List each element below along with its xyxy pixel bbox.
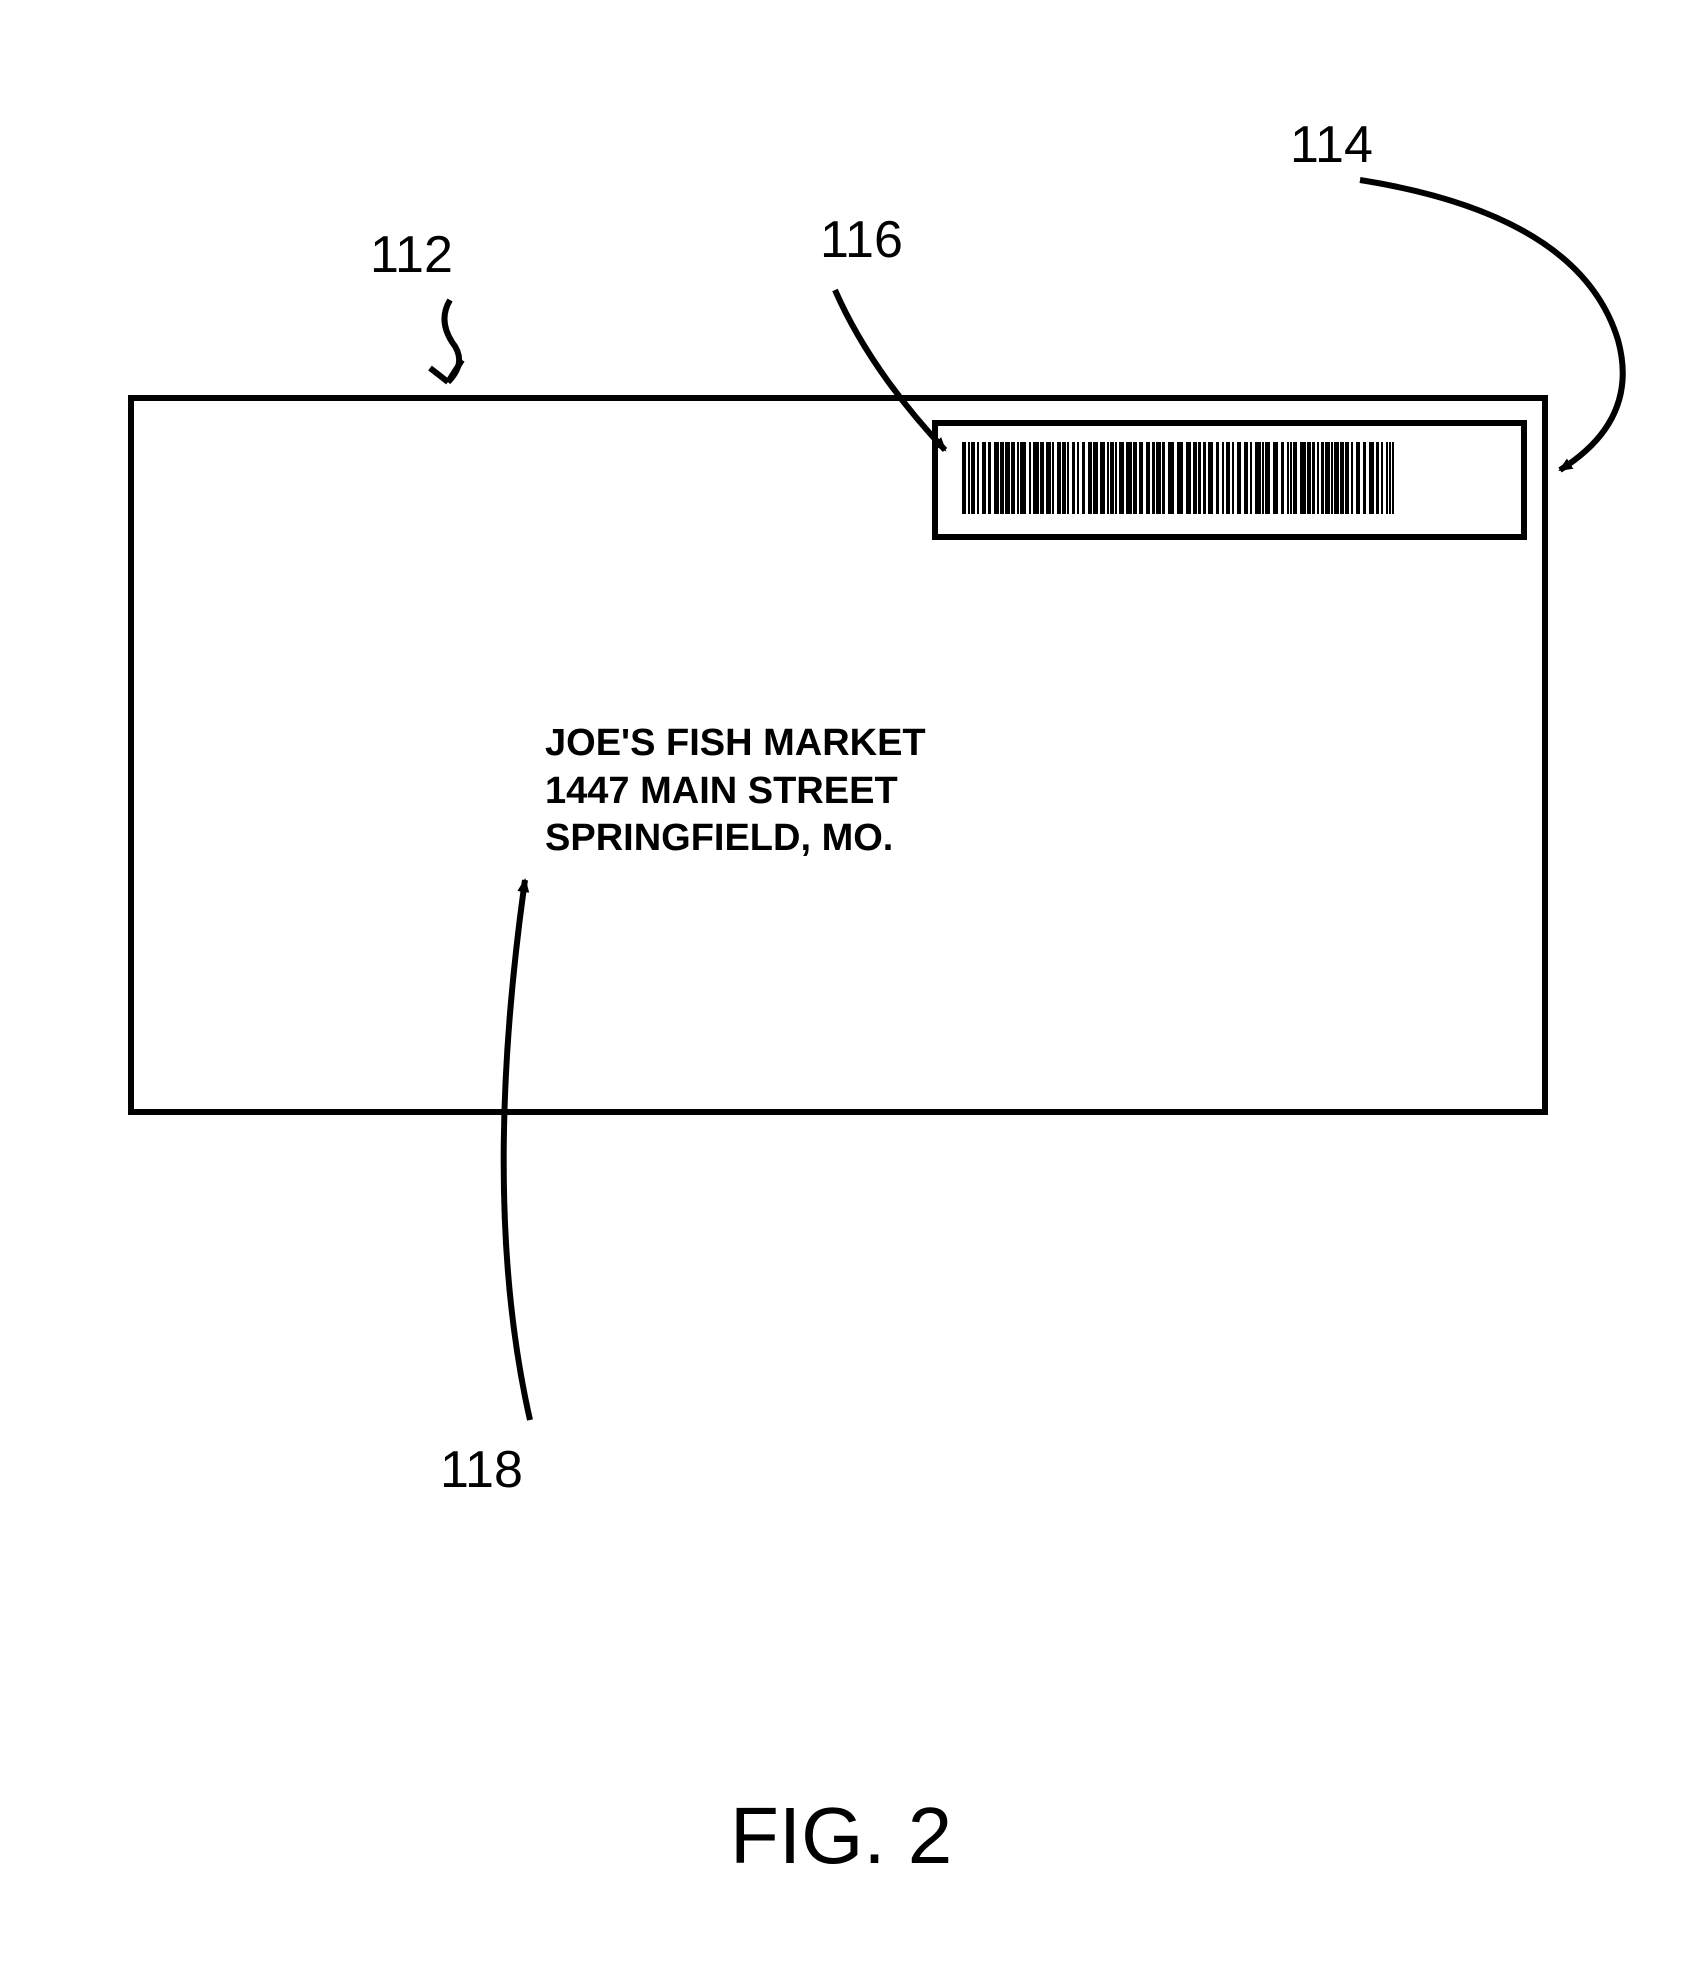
address-block: JOE'S FISH MARKET 1447 MAIN STREET SPRIN… [545, 720, 926, 863]
barcode [962, 442, 1502, 514]
figure-caption: FIG. 2 [730, 1790, 952, 1882]
label-116: 116 [820, 210, 903, 270]
label-114: 114 [1290, 115, 1373, 175]
label-112: 112 [370, 225, 453, 285]
label-118: 118 [440, 1440, 523, 1500]
